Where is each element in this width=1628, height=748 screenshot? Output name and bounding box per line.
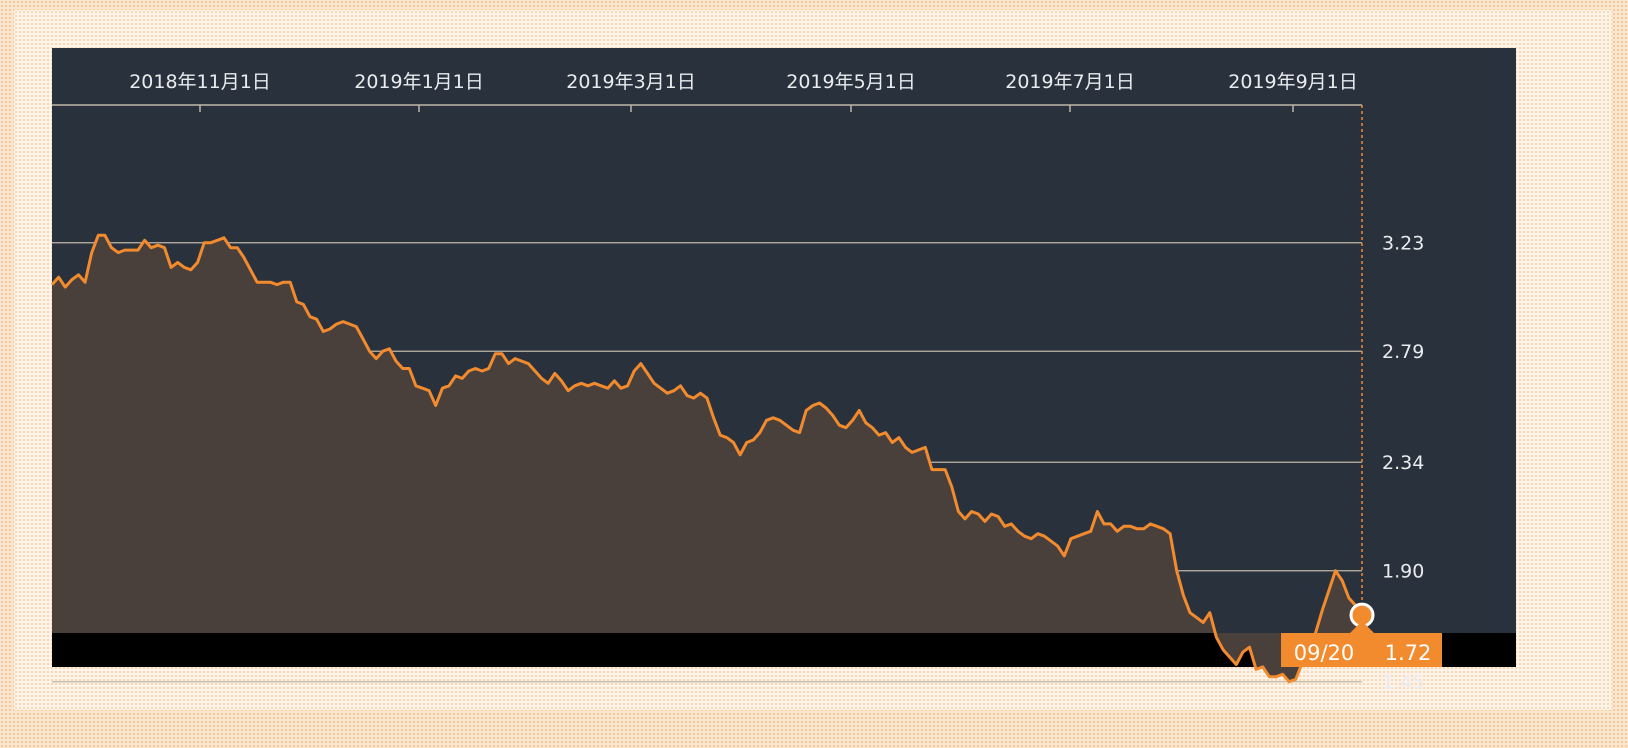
last-point-badge xyxy=(1281,633,1442,667)
x-tick-label: 2019年5月1日 xyxy=(786,71,916,93)
x-tick-label: 2019年9月1日 xyxy=(1228,71,1358,93)
y-tick-label: 1.45 xyxy=(1382,672,1424,694)
y-tick-label: 2.79 xyxy=(1382,341,1424,363)
badge-value: 1.72 xyxy=(1385,641,1432,665)
x-tick-label: 2019年1月1日 xyxy=(354,71,484,93)
area-fill xyxy=(52,235,1362,682)
y-tick-label: 2.34 xyxy=(1382,452,1424,474)
badge-pointer xyxy=(1350,621,1374,633)
series-line xyxy=(50,233,1363,684)
x-tick-label: 2019年3月1日 xyxy=(566,71,696,93)
bond-yield-chart: 3.23 2.79 2.34 1.90 1.45 2018年11月1日 2019年1月1日 2… xyxy=(50,48,1516,694)
badge-date: 09/20 xyxy=(1294,641,1355,665)
x-tick-label: 2018年11月1日 xyxy=(129,71,271,93)
x-tick-label: 2019年7月1日 xyxy=(1005,71,1135,93)
y-tick-label: 3.23 xyxy=(1382,233,1424,255)
chart-frame: 3.23 2.79 2.34 1.90 1.45 2018年11月1日 2019年1月1日 2… xyxy=(14,10,1612,710)
y-tick-label: 1.90 xyxy=(1382,561,1424,583)
